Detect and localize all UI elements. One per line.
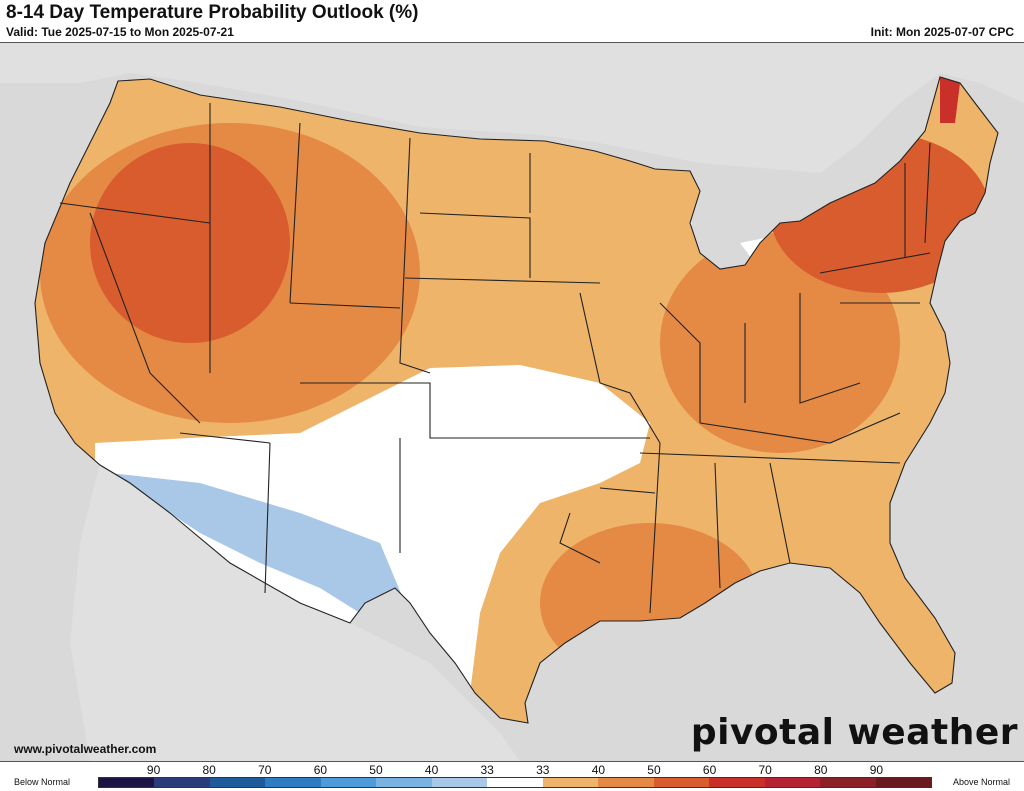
legend-tick-label: 80 (202, 763, 216, 777)
legend-tick-label: 90 (146, 763, 161, 777)
legend-swatch (875, 778, 932, 787)
legend-swatch (431, 778, 488, 787)
header: 8-14 Day Temperature Probability Outlook… (0, 0, 1024, 42)
legend-swatch (99, 778, 155, 787)
below-33-40-southwest (110, 473, 405, 633)
legend-swatch (487, 778, 543, 787)
legend-tick-label: 40 (591, 763, 606, 777)
legend-tick-label: 90 (869, 763, 884, 777)
page-title: 8-14 Day Temperature Probability Outlook… (6, 2, 419, 23)
valid-period: Valid: Tue 2025-07-15 to Mon 2025-07-21 (6, 25, 234, 39)
legend-tick-label: 60 (702, 763, 717, 777)
legend-swatch (154, 778, 210, 787)
outlook-map[interactable] (0, 42, 1024, 762)
legend-tick-label: 50 (647, 763, 661, 777)
legend-swatch (709, 778, 765, 787)
legend-tick-label: 60 (313, 763, 328, 777)
source-url: www.pivotalweather.com (14, 742, 157, 756)
legend-tick-label: 33 (480, 763, 494, 777)
legend-swatch (820, 778, 876, 787)
legend-swatch (764, 778, 821, 787)
legend-tick-label: 33 (536, 763, 550, 777)
legend-tick-label: 70 (258, 763, 272, 777)
legend-color-bar (98, 777, 932, 788)
legend-swatch (320, 778, 377, 787)
legend-below-label: Below Normal (14, 777, 71, 787)
map-canvas (0, 43, 1024, 761)
legend-tick-label: 50 (369, 763, 383, 777)
above-40-50-ohio-valley (660, 233, 900, 453)
legend-swatch (542, 778, 599, 787)
legend-swatch (376, 778, 432, 787)
mexico-landmass (70, 463, 520, 761)
state-borders (34, 76, 999, 724)
pivotal-weather-logo: pivotal weather (690, 712, 1018, 753)
legend-ticks: 90 80 70 60 50 40 33 33 40 50 60 70 80 90 (98, 762, 932, 777)
legend-tick-label: 70 (758, 763, 772, 777)
canada-landmass (0, 43, 1024, 173)
legend-swatch (209, 778, 266, 787)
legend-above-label: Above Normal (952, 777, 1010, 787)
above-60-70-maine (940, 77, 960, 123)
legend-swatch (653, 778, 710, 787)
color-legend: 90 80 70 60 50 40 33 33 40 50 60 70 80 90 Below Norma… (0, 762, 1024, 791)
legend-tick-label: 80 (814, 763, 828, 777)
legend-tick-label: 40 (424, 763, 439, 777)
init-time: Init: Mon 2025-07-07 CPC (870, 25, 1014, 39)
above-50-60-great-basin (90, 143, 290, 343)
legend-swatch (598, 778, 654, 787)
legend-swatch (265, 778, 321, 787)
